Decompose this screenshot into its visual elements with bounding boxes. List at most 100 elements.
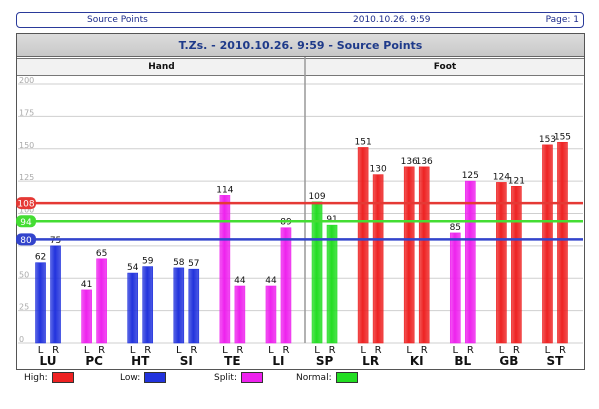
- data-label: 54: [127, 263, 139, 273]
- legend-swatch-high: [51, 372, 74, 383]
- side-label: L: [360, 345, 366, 356]
- category-label: LR: [362, 354, 379, 368]
- side-label: L: [84, 345, 90, 356]
- data-label: 57: [188, 259, 199, 269]
- bar-lr-l: [357, 147, 369, 344]
- data-label: 130: [370, 165, 387, 175]
- reference-label: 94: [20, 218, 32, 228]
- bar-lu-r: [50, 245, 61, 344]
- report-datetime: 2010.10.26. 9:59: [353, 15, 431, 25]
- bar-lr-r: [372, 174, 384, 344]
- bar-te-l: [219, 195, 231, 344]
- category-label: LU: [40, 354, 57, 368]
- side-label: R: [467, 345, 474, 356]
- category-label: SI: [180, 354, 193, 368]
- legend-label-normal: Normal:: [296, 372, 332, 383]
- side-label: R: [52, 345, 59, 356]
- data-label: 114: [216, 185, 233, 195]
- data-label: 136: [401, 157, 418, 167]
- data-label: 109: [308, 192, 325, 202]
- side-label: L: [453, 345, 459, 356]
- category-label: GB: [499, 354, 518, 368]
- data-label: 89: [280, 218, 292, 228]
- reference-badge: [16, 233, 36, 246]
- legend-item-low: Low:: [120, 372, 167, 383]
- legend-item-split: Split:: [214, 372, 263, 383]
- side-label: L: [268, 345, 274, 356]
- bar-st-l: [542, 144, 553, 344]
- bar-st-r: [557, 141, 568, 344]
- reference-badge: [16, 197, 36, 210]
- reference-label: 108: [17, 200, 34, 210]
- side-label: L: [406, 345, 412, 356]
- category-label: TE: [224, 354, 240, 368]
- reference-label: 80: [20, 236, 32, 246]
- bar-bl-r: [464, 180, 476, 344]
- side-label: L: [314, 345, 320, 356]
- y-tick-label: 50: [19, 270, 29, 279]
- bar-ht-r: [142, 266, 154, 344]
- category-label: BL: [454, 354, 471, 368]
- side-label: L: [545, 345, 551, 356]
- side-label: R: [98, 345, 105, 356]
- side-label: L: [130, 345, 136, 356]
- bar-ht-l: [127, 272, 139, 344]
- data-label: 153: [539, 135, 556, 145]
- side-label: R: [329, 345, 336, 356]
- bar-pc-r: [96, 258, 107, 344]
- legend-label-low: Low:: [120, 372, 141, 383]
- bar-ki-l: [403, 166, 415, 344]
- side-label: R: [144, 345, 151, 356]
- bar-gb-l: [496, 182, 507, 344]
- legend-label-split: Split:: [214, 372, 237, 383]
- bar-pc-l: [81, 289, 92, 344]
- bar-si-l: [173, 267, 185, 344]
- reference-badge: [16, 215, 36, 228]
- legend-label-high: High:: [24, 372, 48, 383]
- bar-bl-l: [449, 232, 461, 344]
- bar-sp-r: [326, 224, 338, 344]
- y-tick-label: 125: [19, 173, 34, 182]
- data-label: 44: [234, 276, 246, 286]
- side-label: R: [559, 345, 566, 356]
- y-tick-label: 25: [19, 303, 29, 312]
- legend-item-normal: Normal:: [296, 372, 358, 383]
- category-label: LI: [272, 354, 284, 368]
- side-label: R: [190, 345, 197, 356]
- y-tick-label: 100: [19, 206, 34, 215]
- data-label: 136: [416, 157, 433, 167]
- data-label: 44: [265, 276, 277, 286]
- category-label: KI: [410, 354, 424, 368]
- legend-swatch-low: [144, 372, 167, 383]
- bar-gb-r: [511, 186, 522, 344]
- category-label: PC: [85, 354, 103, 368]
- y-tick-label: 200: [19, 76, 34, 85]
- legend-swatch-normal: [335, 372, 358, 383]
- bar-si-r: [188, 268, 200, 344]
- report-name: Source Points: [87, 15, 148, 25]
- data-label: 125: [462, 171, 479, 181]
- y-tick-label: 150: [19, 141, 34, 150]
- bar-li-l: [265, 285, 277, 344]
- bar-li-r: [280, 227, 292, 344]
- data-label: 155: [554, 132, 571, 142]
- side-label: R: [421, 345, 428, 356]
- side-label: L: [222, 345, 228, 356]
- side-label: R: [236, 345, 243, 356]
- y-tick-label: 0: [19, 335, 24, 344]
- chart-title: T.Zs. - 2010.10.26. 9:59 - Source Points: [17, 34, 584, 57]
- side-label: L: [176, 345, 182, 356]
- data-label: 65: [96, 249, 107, 259]
- data-label: 58: [173, 258, 185, 268]
- side-label: R: [282, 345, 289, 356]
- bar-chart: 025507510012515017520062L75RLU41L65RPC54…: [16, 57, 583, 368]
- data-label: 41: [81, 280, 92, 290]
- data-label: 75: [50, 236, 61, 246]
- side-label: L: [38, 345, 44, 356]
- category-label: ST: [547, 354, 565, 368]
- side-label: L: [499, 345, 505, 356]
- side-label: R: [513, 345, 520, 356]
- legend-swatch-split: [241, 372, 263, 383]
- bar-te-r: [234, 285, 246, 344]
- chart-frame: T.Zs. - 2010.10.26. 9:59 - Source Points…: [16, 33, 585, 370]
